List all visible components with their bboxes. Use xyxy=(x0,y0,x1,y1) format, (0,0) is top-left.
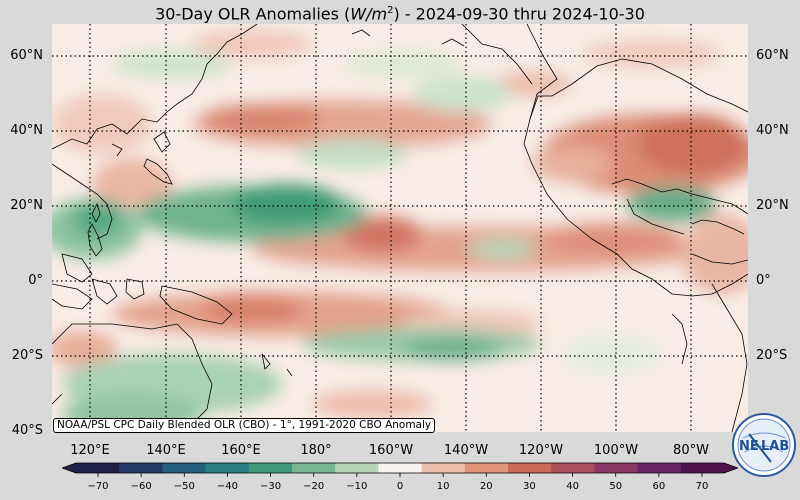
colorbar-swatch xyxy=(292,463,336,473)
colorbar-swatch xyxy=(421,463,466,473)
lat-label-20s-right: 20°S xyxy=(756,348,788,363)
lat-label-eq-right: 0° xyxy=(756,273,771,288)
colorbar-swatch xyxy=(508,463,552,473)
colorbar-swatch xyxy=(248,463,293,473)
colorbar-tick-label: 20 xyxy=(480,481,493,492)
lon-label-140e: 140°E xyxy=(146,443,186,458)
colorbar-tick-label: 50 xyxy=(609,481,622,492)
colorbar-tick-label: 0 xyxy=(397,481,403,492)
lon-label-180: 180° xyxy=(300,443,332,458)
colorbar-tick-label: −30 xyxy=(260,481,281,492)
colorbar-outline xyxy=(62,462,738,474)
colorbar-tick-label: −10 xyxy=(346,481,367,492)
colorbar-swatch xyxy=(119,463,163,473)
lon-label-80w: 80°W xyxy=(673,443,709,458)
colorbar-tick-label: −50 xyxy=(174,481,195,492)
lat-label-40s-left: 40°S xyxy=(11,423,43,438)
lat-label-60n-left: 60°N xyxy=(10,48,43,63)
colorbar-swatch xyxy=(680,463,725,473)
svg-text:LAB: LAB xyxy=(761,439,789,454)
lon-label-140w: 140°W xyxy=(443,443,489,458)
colorbar-tick-label: −60 xyxy=(131,481,152,492)
svg-text:NE: NE xyxy=(739,439,759,454)
colorbar-swatch xyxy=(205,463,250,473)
colorbar-tick-label: 60 xyxy=(652,481,665,492)
noaa-psl-logo-icon: NE LAB xyxy=(732,413,796,477)
graticule xyxy=(52,24,748,432)
lon-label-160w: 160°W xyxy=(368,443,414,458)
colorbar-tick-label: −40 xyxy=(217,481,238,492)
colorbar-swatch xyxy=(378,463,423,473)
lon-label-120e: 120°E xyxy=(70,443,110,458)
lon-label-100w: 100°W xyxy=(593,443,639,458)
anomaly-field xyxy=(52,30,748,432)
colorbar-tick-label: 10 xyxy=(437,481,450,492)
colorbar: −70 −60 −50 −40 −30 −20 −10 0 10 20 30 40 50 60 70 xyxy=(62,462,738,492)
lat-label-40n-right: 40°N xyxy=(756,123,789,138)
coastlines xyxy=(52,24,748,432)
colorbar-min-arrow xyxy=(62,463,76,473)
data-source-label: NOAA/PSL CPC Daily Blended OLR (CBO) - 1… xyxy=(53,418,436,433)
colorbar-swatch xyxy=(637,463,682,473)
colorbar-tick-label: 40 xyxy=(566,481,579,492)
lon-label-160e: 160°E xyxy=(221,443,261,458)
lon-label-120w: 120°W xyxy=(518,443,564,458)
colorbar-tick-label: −70 xyxy=(87,481,108,492)
colorbar-swatch xyxy=(162,463,207,473)
olr-anomaly-map xyxy=(52,24,748,432)
colorbar-swatch xyxy=(464,463,509,473)
lat-label-20s-left: 20°S xyxy=(11,348,43,363)
colorbar-swatch xyxy=(76,463,120,473)
colorbar-tick-label: 70 xyxy=(696,481,709,492)
lat-label-20n-left: 20°N xyxy=(10,198,43,213)
lat-label-40n-left: 40°N xyxy=(10,123,43,138)
map-title: 30-Day OLR Anomalies (W/m2) - 2024-09-30… xyxy=(155,4,645,24)
colorbar-swatch xyxy=(335,463,379,473)
lat-label-20n-right: 20°N xyxy=(756,198,789,213)
colorbar-swatch xyxy=(594,463,639,473)
colorbar-tick-label: −20 xyxy=(303,481,324,492)
colorbar-swatch xyxy=(551,463,595,473)
colorbar-max-arrow xyxy=(724,463,738,473)
lat-label-eq-left: 0° xyxy=(28,273,43,288)
lat-label-60n-right: 60°N xyxy=(756,48,789,63)
colorbar-tick-label: 30 xyxy=(523,481,536,492)
